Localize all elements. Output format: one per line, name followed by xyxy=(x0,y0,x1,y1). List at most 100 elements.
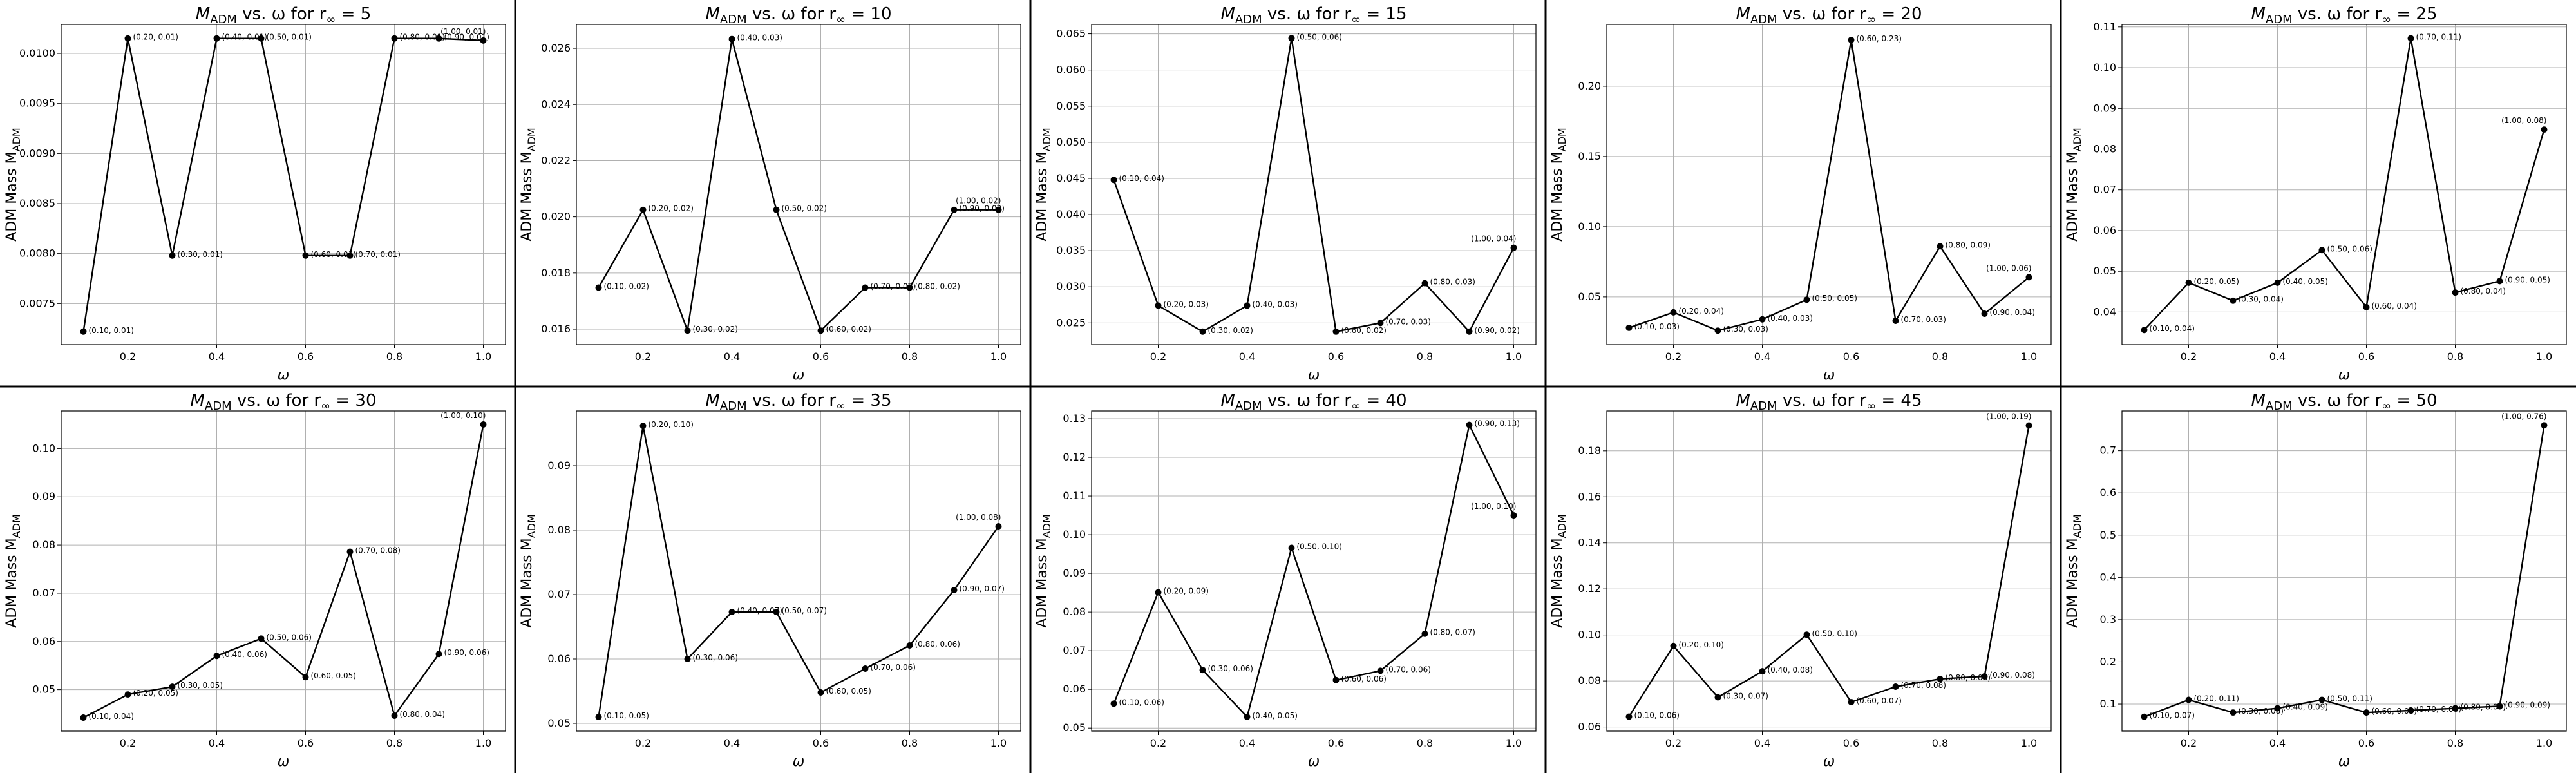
data-point xyxy=(1244,713,1251,720)
x-tick-label: 0.6 xyxy=(2358,737,2374,749)
data-point xyxy=(639,423,647,429)
x-tick-label: 0.2 xyxy=(635,350,651,363)
y-axis-label: ADM Mass MADM xyxy=(2065,128,2083,241)
data-label: (0.60, 0.23) xyxy=(1857,34,1902,43)
series-line xyxy=(1629,39,2030,332)
data-label: (0.70, 0.03) xyxy=(1901,315,1946,324)
data-point xyxy=(1625,324,1633,331)
x-tick-label: 0.8 xyxy=(1417,737,1433,749)
y-tick-label: 0.035 xyxy=(1056,244,1086,256)
data-point xyxy=(2274,279,2281,286)
plot-frame xyxy=(1606,24,2052,345)
data-point xyxy=(2363,709,2370,716)
y-tick-label: 0.08 xyxy=(2093,142,2116,155)
x-tick-label: 0.4 xyxy=(2269,737,2286,749)
data-label: (0.30, 0.01) xyxy=(178,250,223,259)
data-point xyxy=(435,35,442,42)
data-label: (0.10, 0.05) xyxy=(604,711,649,720)
data-label: (0.70, 0.08) xyxy=(355,546,401,555)
data-point xyxy=(1670,309,1677,316)
data-point xyxy=(80,328,87,335)
data-point xyxy=(1714,327,1721,334)
data-point xyxy=(2363,303,2370,310)
data-label: (0.10, 0.06) xyxy=(1119,698,1164,707)
data-label: (0.20, 0.11) xyxy=(2194,694,2239,703)
data-label: (0.20, 0.01) xyxy=(133,33,178,42)
data-label: (0.10, 0.04) xyxy=(2150,324,2195,333)
data-label: (0.30, 0.04) xyxy=(2239,295,2284,304)
y-tick-label: 0.6 xyxy=(2100,486,2116,499)
data-point xyxy=(995,523,1002,530)
data-point xyxy=(2407,35,2414,42)
y-tick-label: 0.07 xyxy=(1063,644,1086,656)
data-point xyxy=(773,206,780,213)
data-label: (0.50, 0.11) xyxy=(2327,694,2372,703)
data-label: (0.90, 0.13) xyxy=(1475,419,1520,428)
y-tick-label: 0.0090 xyxy=(19,147,55,159)
data-point xyxy=(213,653,220,660)
y-axis-label: ADM Mass MADM xyxy=(1549,128,1568,241)
y-tick-label: 0.025 xyxy=(1056,316,1086,329)
data-point xyxy=(1110,700,1117,707)
data-label: (0.90, 0.01) xyxy=(444,33,489,42)
data-point xyxy=(302,252,309,259)
data-point xyxy=(951,206,958,213)
data-label: (0.10, 0.03) xyxy=(1634,322,1680,331)
data-label: (0.50, 0.06) xyxy=(267,633,312,642)
x-axis-label: ω xyxy=(1823,367,1835,383)
data-point xyxy=(1288,544,1295,551)
data-label: (0.20, 0.10) xyxy=(649,420,694,429)
y-tick-label: 0.07 xyxy=(2093,184,2116,196)
x-tick-label: 0.6 xyxy=(1328,350,1344,363)
data-point xyxy=(2452,289,2459,296)
data-point xyxy=(728,35,735,43)
y-tick-label: 0.08 xyxy=(1578,674,1601,687)
y-tick-label: 0.020 xyxy=(541,211,571,223)
data-point xyxy=(1421,280,1428,287)
data-label: (0.10, 0.04) xyxy=(89,712,134,721)
data-point xyxy=(2230,709,2237,716)
chart-panel-6: 0.2 0.4 0.6 0.8 1.0 0.05 0.06 0.07 0.08 0.09 MADM … xyxy=(519,391,1021,770)
data-point xyxy=(80,714,87,721)
data-point xyxy=(480,37,487,44)
data-label: (0.20, 0.09) xyxy=(1164,587,1209,596)
data-point xyxy=(2496,703,2503,710)
data-point xyxy=(1848,36,1855,43)
y-axis-label: ADM Mass MADM xyxy=(4,128,23,241)
data-point xyxy=(2407,707,2414,714)
x-tick-label: 1.0 xyxy=(475,350,491,363)
x-tick-label: 1.0 xyxy=(990,737,1007,749)
y-tick-label: 0.026 xyxy=(541,42,571,54)
y-tick-label: 0.18 xyxy=(1578,444,1601,457)
data-label: (0.20, 0.05) xyxy=(133,689,178,698)
x-tick-label: 0.6 xyxy=(2358,350,2374,363)
data-point xyxy=(258,635,265,642)
data-point xyxy=(213,35,220,42)
x-axis-label: ω xyxy=(1308,754,1320,770)
y-tick-label: 0.05 xyxy=(2093,265,2116,277)
x-tick-label: 0.4 xyxy=(1239,350,1255,363)
x-tick-label: 1.0 xyxy=(2021,350,2037,363)
data-point xyxy=(1155,589,1162,596)
x-tick-label: 0.8 xyxy=(1932,350,1948,363)
series-line xyxy=(1628,425,2030,718)
data-label: (0.40, 0.03) xyxy=(737,33,782,43)
y-tick-label: 0.016 xyxy=(541,323,571,335)
x-tick-label: 0.2 xyxy=(635,737,651,749)
data-label: (0.60, 0.05) xyxy=(311,671,356,680)
x-tick-label: 1.0 xyxy=(1506,737,1522,749)
y-tick-label: 0.3 xyxy=(2100,613,2116,625)
data-label: (0.40, 0.01) xyxy=(222,33,267,42)
chart-panel-4: 0.2 0.4 0.6 0.8 1.0 0.04 0.05 0.06 0.07 0.08 0.09 0… xyxy=(2065,5,2567,383)
data-label: (1.00, 0.02) xyxy=(956,196,1001,205)
y-tick-label: 0.045 xyxy=(1056,172,1086,184)
x-tick-label: 0.2 xyxy=(120,737,136,749)
x-axis-label: ω xyxy=(2338,367,2350,383)
data-label: (1.00, 0.19) xyxy=(1986,412,2031,421)
data-point xyxy=(906,284,913,291)
series-line xyxy=(1113,38,1515,333)
data-label: (0.50, 0.10) xyxy=(1812,629,1857,638)
data-label: (0.20, 0.05) xyxy=(2194,277,2239,286)
data-point xyxy=(435,651,442,658)
